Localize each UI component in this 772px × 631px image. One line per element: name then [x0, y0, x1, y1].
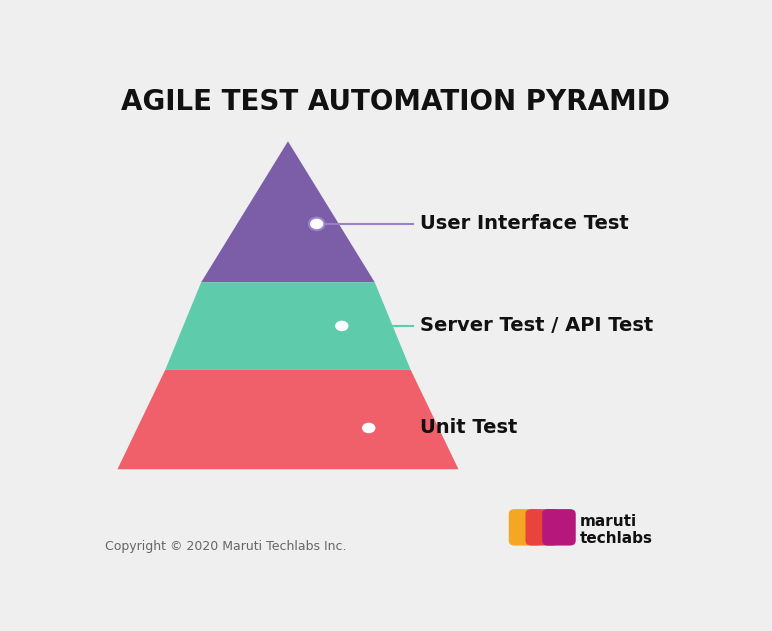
- Text: techlabs: techlabs: [579, 531, 652, 546]
- Polygon shape: [117, 370, 459, 469]
- Text: User Interface Test: User Interface Test: [420, 215, 628, 233]
- Text: Server Test / API Test: Server Test / API Test: [420, 316, 653, 336]
- Circle shape: [309, 218, 324, 230]
- Circle shape: [361, 422, 377, 434]
- Text: AGILE TEST AUTOMATION PYRAMID: AGILE TEST AUTOMATION PYRAMID: [121, 88, 670, 116]
- Polygon shape: [165, 282, 411, 370]
- Text: maruti: maruti: [579, 514, 636, 529]
- Text: Copyright © 2020 Maruti Techlabs Inc.: Copyright © 2020 Maruti Techlabs Inc.: [106, 540, 347, 553]
- Text: Unit Test: Unit Test: [420, 418, 517, 437]
- FancyBboxPatch shape: [526, 509, 559, 546]
- FancyBboxPatch shape: [509, 509, 542, 546]
- FancyBboxPatch shape: [542, 509, 576, 546]
- Polygon shape: [201, 141, 374, 282]
- Circle shape: [334, 320, 350, 333]
